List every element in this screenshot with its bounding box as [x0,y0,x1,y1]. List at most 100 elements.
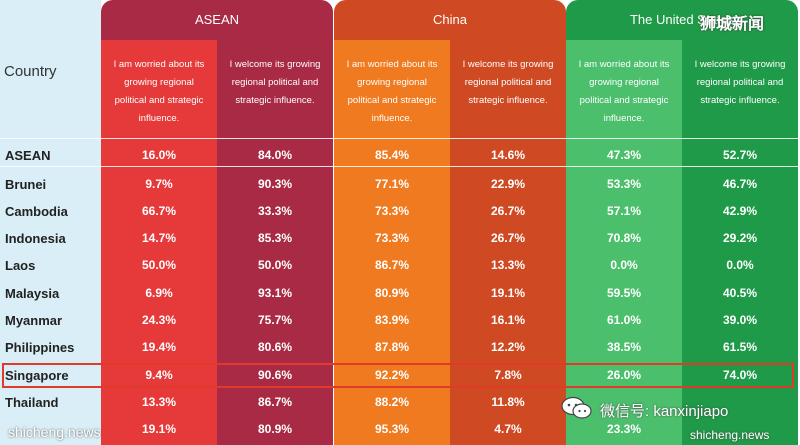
value-cell: 86.7% [374,258,410,272]
value-cell: 80.9% [257,422,293,436]
value-cell: 9.7% [145,177,173,191]
value-cell: 85.3% [257,231,293,245]
row-label: Singapore [5,368,69,383]
value-cell: 16.0% [141,148,177,162]
value-cell: 4.7% [494,422,522,436]
value-cell: 50.0% [257,258,293,272]
value-cell: 6.9% [145,286,173,300]
value-cell: 26.7% [490,204,526,218]
value-cell: 29.2% [722,231,758,245]
value-cell: 92.2% [374,368,410,382]
value-cell: 14.6% [490,148,526,162]
value-cell: 73.3% [374,231,410,245]
row-label: Cambodia [5,204,68,219]
value-cell: 74.0% [722,368,758,382]
china-worried-subheader: I am worried about its growing regional … [346,59,438,124]
value-cell: 57.1% [606,204,642,218]
value-cell: 70.8% [606,231,642,245]
wechat-icon [561,396,592,419]
value-cell: 7.8% [494,368,522,382]
value-cell: 9.4% [145,368,173,382]
asean-welcome-column [217,40,333,445]
value-cell: 47.3% [606,148,642,162]
value-cell: 87.8% [374,340,410,354]
value-cell: 73.3% [374,204,410,218]
row-label: Laos [5,258,36,273]
value-cell: 90.3% [257,177,293,191]
value-cell: 24.3% [141,313,177,327]
value-cell: 0.0% [726,258,754,272]
china-welcome-subheader: I welcome its growing regional political… [462,59,554,106]
value-cell: 40.5% [722,286,758,300]
value-cell: 75.7% [257,313,293,327]
value-cell: 83.9% [374,313,410,327]
value-cell: 33.3% [257,204,293,218]
value-cell: 19.1% [490,286,526,300]
value-cell: 77.1% [374,177,410,191]
value-cell: 86.7% [257,395,293,409]
value-cell: 11.8% [491,395,525,409]
value-cell: 50.0% [141,258,177,272]
row-label: Brunei [5,177,47,192]
the-united-states-worried-subheader: I am worried about its growing regional … [578,59,670,124]
asean-welcome-subheader: I welcome its growing regional political… [229,59,321,106]
singapore-highlight-box [2,363,794,388]
value-cell: 95.3% [374,422,410,436]
value-cell: 26.7% [490,231,526,245]
value-cell: 61.5% [722,340,758,354]
value-cell: 59.5% [606,286,642,300]
value-cell: 39.0% [722,313,758,327]
value-cell: 80.6% [257,340,293,354]
value-cell: 13.3% [141,395,177,409]
country-column-header: Country [4,63,57,80]
the-united-states-welcome-column [682,40,798,445]
asean-group-header [101,0,333,40]
china-worried-column [334,40,450,445]
value-cell: 26.0% [606,368,642,382]
value-cell: 19.1% [141,422,177,436]
value-cell: 12.2% [490,340,526,354]
the-united-states-worried-column [566,40,682,445]
value-cell: 13.3% [490,258,526,272]
row-divider [0,166,800,167]
row-label: Philippines [5,340,75,355]
row-label: Thailand [5,395,59,410]
watermark-bottom-left: shicheng.news [8,424,101,440]
value-cell: 90.6% [257,368,293,382]
value-cell: 46.7% [722,177,758,191]
value-cell: 0.0% [610,258,638,272]
asean-worried-column [101,40,217,445]
asean-group-title: ASEAN [194,12,240,27]
the-united-states-group-title: The United States [629,12,735,27]
value-cell: 84.0% [257,148,293,162]
value-cell: 23.3% [606,422,642,436]
the-united-states-welcome-subheader: I welcome its growing regional political… [694,59,786,106]
value-cell: 80.9% [374,286,410,300]
the-united-states-group-header [566,0,798,40]
value-cell: 66.7% [141,204,177,218]
row-divider [0,138,800,139]
watermark-wechat-id: 微信号: kanxinjiapo [600,403,729,420]
country-column-background [0,0,101,445]
value-cell: 14.7% [141,231,177,245]
value-cell: 16.1% [490,313,526,327]
china-group-title: China [433,12,467,27]
china-welcome-column [450,40,566,445]
value-cell: 22.9% [490,177,526,191]
row-label: Indonesia [5,231,66,246]
asean-worried-subheader: I am worried about its growing regional … [113,59,205,124]
row-label: Myanmar [5,313,63,328]
value-cell: 42.9% [722,204,758,218]
value-cell: 53.3% [606,177,642,191]
value-cell: 38.5% [606,340,642,354]
watermark-bottom-right: shicheng.news [690,428,770,442]
value-cell: 52.7% [722,148,758,162]
value-cell: 61.0% [606,313,642,327]
value-cell: 19.4% [141,340,177,354]
value-cell: 88.2% [374,395,410,409]
value-cell: 93.1% [257,286,293,300]
row-label: Malaysia [5,286,60,301]
watermark-top-right: 狮城新闻 [700,16,765,33]
china-group-header [334,0,566,40]
